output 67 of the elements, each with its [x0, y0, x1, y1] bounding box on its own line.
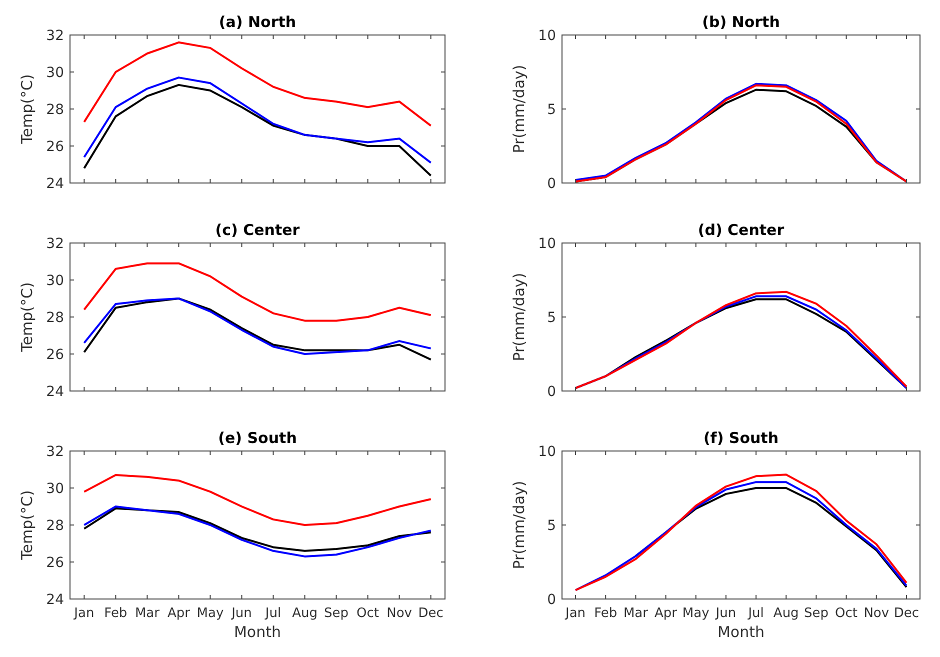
x-tick-label: Feb — [594, 606, 618, 621]
x-tick-label: Apr — [654, 606, 678, 621]
chart-title: (a) North — [218, 13, 296, 31]
x-tick-label: Apr — [167, 606, 191, 621]
chart-title: (e) South — [218, 429, 297, 447]
x-tick-label: Oct — [356, 606, 380, 621]
y-axis-title: Temp(°C) — [18, 74, 36, 145]
x-tick-label: Sep — [804, 606, 828, 621]
y-tick-label: 28 — [46, 518, 64, 534]
y-axis-title: Temp(°C) — [18, 490, 36, 561]
y-tick-label: 24 — [46, 176, 64, 192]
y-axis-title: Pr(mm/day) — [510, 480, 528, 570]
y-tick-label: 10 — [538, 444, 556, 460]
x-tick-label: Mar — [134, 606, 160, 621]
x-axis-title: Month — [234, 623, 282, 641]
x-tick-label: Dec — [894, 606, 920, 621]
y-tick-label: 32 — [46, 28, 64, 44]
chart-title: (f) South — [703, 429, 779, 447]
y-tick-label: 24 — [46, 384, 64, 400]
x-tick-label: Jan — [73, 606, 94, 621]
y-tick-label: 0 — [547, 384, 556, 400]
chart-title: (c) Center — [215, 221, 300, 239]
x-tick-label: Oct — [835, 606, 858, 621]
x-tick-label: May — [196, 606, 224, 621]
x-axis-title: Month — [717, 623, 765, 641]
x-tick-label: Nov — [864, 606, 890, 621]
x-tick-label: Jun — [714, 606, 736, 621]
y-tick-label: 28 — [46, 310, 64, 326]
y-tick-label: 10 — [538, 28, 556, 44]
x-tick-label: Mar — [623, 606, 649, 621]
y-tick-label: 26 — [46, 554, 64, 571]
x-tick-label: Aug — [773, 606, 799, 621]
x-tick-label: May — [682, 606, 710, 621]
y-tick-label: 32 — [46, 236, 64, 252]
y-tick-label: 5 — [547, 310, 556, 326]
line-series — [83, 474, 432, 526]
x-tick-label: Aug — [292, 606, 318, 621]
x-tick-label: Jan — [564, 606, 586, 621]
y-tick-label: 30 — [46, 272, 64, 289]
x-tick-label: Sep — [324, 606, 349, 621]
chart-title: (b) North — [702, 13, 780, 31]
x-tick-label: Jun — [230, 606, 252, 621]
y-tick-label: 5 — [547, 102, 556, 118]
y-tick-label: 30 — [46, 64, 64, 81]
x-tick-label: Feb — [104, 606, 128, 621]
y-axis-title: Pr(mm/day) — [510, 272, 528, 362]
y-tick-label: 24 — [46, 592, 64, 608]
y-tick-label: 30 — [46, 480, 64, 497]
x-tick-label: Jul — [264, 606, 282, 621]
y-axis-title: Pr(mm/day) — [510, 64, 528, 154]
y-tick-label: 26 — [46, 346, 64, 363]
line-series — [83, 76, 432, 164]
y-tick-label: 0 — [547, 592, 556, 608]
y-tick-label: 26 — [46, 138, 64, 155]
line-series — [83, 84, 432, 177]
y-tick-label: 32 — [46, 444, 64, 460]
x-tick-label: Dec — [418, 606, 444, 621]
chart-title: (d) Center — [698, 221, 785, 239]
y-tick-label: 5 — [547, 518, 556, 534]
x-tick-label: Jul — [747, 606, 764, 621]
x-tick-label: Nov — [386, 606, 412, 621]
y-tick-label: 28 — [46, 102, 64, 118]
y-axis-title: Temp(°C) — [18, 282, 36, 353]
line-series — [83, 41, 432, 127]
line-series — [83, 262, 432, 322]
y-tick-label: 10 — [538, 236, 556, 252]
y-tick-label: 0 — [547, 176, 556, 192]
